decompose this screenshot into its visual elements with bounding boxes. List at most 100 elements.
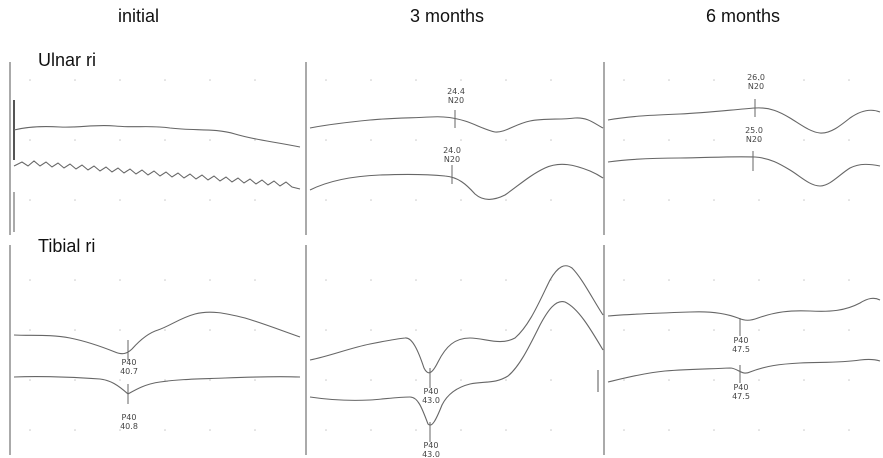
grid-dot	[713, 199, 715, 201]
grid-dot	[164, 199, 166, 201]
annotation-label: N20	[748, 82, 764, 91]
trace-tibial-initial-upper	[13, 311, 301, 355]
grid-dot	[668, 329, 670, 331]
grid-dot	[29, 379, 31, 381]
grid-dot	[713, 379, 715, 381]
grid-dot	[370, 199, 372, 201]
grid-dot	[74, 279, 76, 281]
grid-dot	[713, 429, 715, 431]
trace-ulnar-initial-upper	[13, 124, 301, 148]
grid-dot	[460, 379, 462, 381]
grid-dot	[370, 379, 372, 381]
grid-dot	[505, 199, 507, 201]
grid-dot	[505, 79, 507, 81]
grid-dot	[370, 139, 372, 141]
grid-dot	[803, 79, 805, 81]
grid-dot	[623, 429, 625, 431]
column-title-3-months: 3 months	[410, 6, 485, 26]
grid-dot	[119, 279, 121, 281]
grid-dot	[505, 279, 507, 281]
annotation-label: N20	[448, 96, 464, 105]
grid-dot	[74, 79, 76, 81]
grid-dot	[848, 379, 850, 381]
grid-dot	[254, 199, 256, 201]
grid-dot	[415, 329, 417, 331]
grid-dot	[415, 139, 417, 141]
grid-dot	[29, 429, 31, 431]
annotation-value: 25.0	[745, 126, 763, 135]
trace-ulnar-3m-lower	[309, 163, 604, 200]
grid-dot	[848, 329, 850, 331]
grid-dot	[550, 329, 552, 331]
grid-dot	[209, 379, 211, 381]
annotation-value: 43.0	[422, 396, 440, 405]
grid-dot	[415, 429, 417, 431]
grid-dot	[713, 139, 715, 141]
grid-dot	[415, 379, 417, 381]
grid-dot	[209, 279, 211, 281]
grid-dot	[460, 329, 462, 331]
grid-dot	[254, 429, 256, 431]
trace-ulnar-6m-lower	[607, 156, 881, 187]
trace-tibial-3m-upper	[309, 265, 604, 374]
grid-dot	[803, 279, 805, 281]
annotation-label: N20	[746, 135, 762, 144]
grid-dot	[325, 79, 327, 81]
grid-dot	[550, 199, 552, 201]
grid-dot	[713, 79, 715, 81]
grid-dot	[29, 199, 31, 201]
annotation-label: P40	[733, 336, 748, 345]
grid-dot	[505, 379, 507, 381]
grid-dot	[164, 79, 166, 81]
grid-dot	[550, 429, 552, 431]
grid-dot	[848, 139, 850, 141]
grid-dot	[74, 429, 76, 431]
annotation-value: 47.5	[732, 345, 750, 354]
grid-dot	[758, 379, 760, 381]
grid-dot	[74, 329, 76, 331]
grid-dot	[415, 79, 417, 81]
grid-dot	[848, 199, 850, 201]
grid-dot	[164, 329, 166, 331]
annotation-label: P40	[423, 441, 438, 450]
grid-dot	[209, 79, 211, 81]
grid-dot	[848, 79, 850, 81]
grid-dot	[209, 139, 211, 141]
grid-dot	[623, 329, 625, 331]
grid-dot	[758, 329, 760, 331]
annotation-label: N20	[444, 155, 460, 164]
grid-dot	[370, 329, 372, 331]
grid-dot	[415, 199, 417, 201]
trace-ulnar-3m-upper	[309, 116, 604, 133]
grid-dot	[254, 79, 256, 81]
grid-dot	[164, 279, 166, 281]
grid-dot	[505, 429, 507, 431]
grid-dot	[325, 199, 327, 201]
grid-dot	[415, 279, 417, 281]
annotation-value: 43.0	[422, 450, 440, 458]
grid-dot	[325, 279, 327, 281]
grid-dot	[623, 199, 625, 201]
annotation-label: P40	[121, 358, 136, 367]
grid-dot	[550, 79, 552, 81]
grid-dot	[74, 199, 76, 201]
annotation-value: 24.0	[443, 146, 461, 155]
grid-dot	[623, 379, 625, 381]
grid-dot	[668, 279, 670, 281]
grid-dot	[29, 79, 31, 81]
annotation-value: 47.5	[732, 392, 750, 401]
grid-dot	[74, 139, 76, 141]
grid-dot	[758, 79, 760, 81]
grid-dot	[803, 329, 805, 331]
grid-dot	[29, 139, 31, 141]
grid-dot	[254, 139, 256, 141]
grid-dot	[460, 429, 462, 431]
trace-tibial-initial-lower	[13, 376, 301, 395]
trace-ulnar-initial-lower	[13, 160, 301, 190]
grid-dot	[119, 139, 121, 141]
grid-dot	[668, 379, 670, 381]
grid-dot	[668, 79, 670, 81]
grid-dot	[623, 79, 625, 81]
grid-dot	[254, 379, 256, 381]
grid-dot	[119, 79, 121, 81]
